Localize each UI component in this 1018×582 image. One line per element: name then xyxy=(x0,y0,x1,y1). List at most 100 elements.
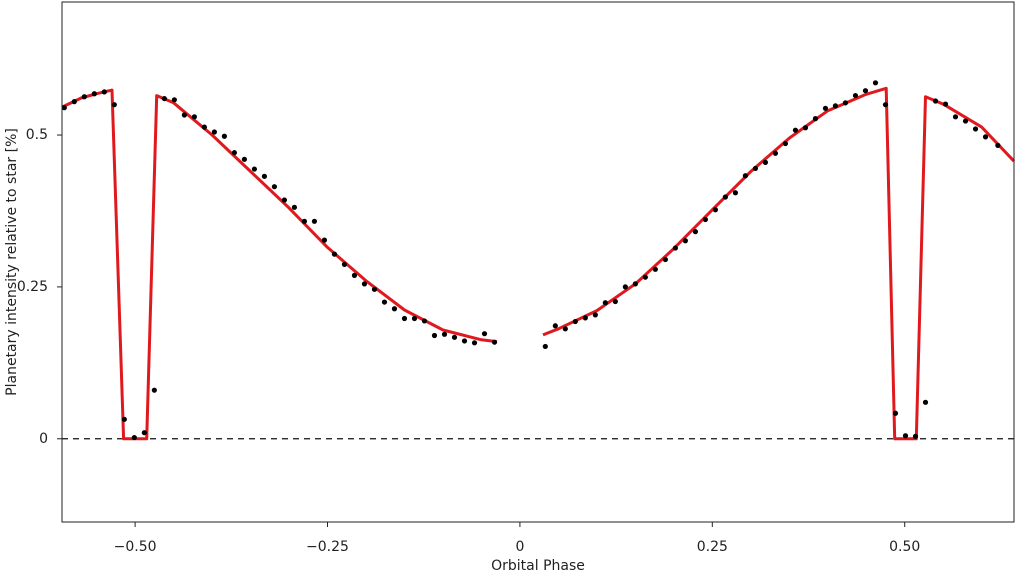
binned-point xyxy=(995,142,1001,148)
binned-point xyxy=(181,112,187,118)
binned-point xyxy=(682,238,688,244)
binned-point xyxy=(191,114,197,120)
binned-point xyxy=(782,140,789,147)
binned-point xyxy=(201,124,207,130)
binned-point xyxy=(211,129,217,135)
binned-point xyxy=(552,323,558,329)
binned-point xyxy=(892,410,899,416)
binned-point xyxy=(131,434,137,441)
binned-point xyxy=(61,105,67,111)
binned-point xyxy=(361,281,368,287)
binned-point xyxy=(401,315,408,322)
binned-point xyxy=(852,92,859,99)
binned-point xyxy=(712,207,718,213)
y-axis-title: Planetary intensity relative to star [%] xyxy=(4,128,20,396)
binned-point xyxy=(161,95,167,102)
binned-point xyxy=(932,98,939,104)
binned-point xyxy=(491,339,498,345)
binned-point xyxy=(672,245,678,251)
binned-point xyxy=(141,430,147,436)
binned-point xyxy=(391,306,398,312)
binned-point xyxy=(421,318,428,324)
binned-point xyxy=(802,125,809,131)
binned-point xyxy=(411,315,418,322)
binned-point xyxy=(542,343,548,350)
plot-frame xyxy=(61,1,1015,523)
binned-point xyxy=(321,237,328,243)
x-axis-title: Orbital Phase xyxy=(491,558,585,574)
binned-point xyxy=(962,118,969,124)
binned-point xyxy=(572,318,578,325)
binned-point xyxy=(301,218,308,224)
binned-point xyxy=(331,251,338,257)
binned-point xyxy=(642,274,648,280)
binned-point xyxy=(912,433,919,439)
binned-point xyxy=(221,133,227,139)
binned-point xyxy=(952,114,959,120)
binned-point xyxy=(722,194,728,200)
binned-point xyxy=(842,100,849,106)
binned-point xyxy=(922,399,929,405)
binned-point xyxy=(231,150,237,156)
binned-point xyxy=(261,173,268,179)
binned-point xyxy=(812,116,819,122)
binned-point xyxy=(121,416,127,422)
binned-point xyxy=(562,326,568,332)
binned-point xyxy=(732,190,739,196)
binned-point xyxy=(972,126,979,132)
binned-point xyxy=(91,91,97,97)
binned-point xyxy=(822,105,829,111)
binned-point xyxy=(692,229,698,235)
binned-point xyxy=(151,387,157,393)
x-tick-label: −0.25 xyxy=(306,539,349,555)
x-tick-label: 0.50 xyxy=(889,539,920,555)
binned-point xyxy=(882,102,889,108)
binned-point xyxy=(652,266,658,272)
binned-point xyxy=(762,159,769,165)
binned-point xyxy=(662,256,668,263)
binned-point xyxy=(241,156,247,162)
binned-point xyxy=(832,103,839,109)
binned-point xyxy=(461,338,468,344)
binned-point xyxy=(351,272,358,278)
binned-point xyxy=(101,89,107,95)
y-tick-label: 0.25 xyxy=(17,279,48,295)
binned-point xyxy=(862,88,869,94)
binned-point xyxy=(982,134,989,140)
binned-point xyxy=(81,94,87,100)
binned-point xyxy=(582,315,588,321)
binned-point xyxy=(792,127,799,133)
binned-point xyxy=(71,99,77,105)
binned-point xyxy=(942,101,949,107)
binned-point xyxy=(251,166,258,172)
binned-point xyxy=(902,433,909,439)
y-tick-label: 0.5 xyxy=(26,127,48,143)
binned-point xyxy=(592,312,598,318)
y-tick-label: 0 xyxy=(39,431,48,447)
binned-point xyxy=(752,165,759,172)
model-line xyxy=(61,86,1016,441)
binned-point xyxy=(281,197,288,203)
binned-point xyxy=(622,284,628,290)
binned-point xyxy=(451,334,458,340)
binned-point xyxy=(171,97,177,103)
binned-point xyxy=(431,332,438,339)
x-tick-label: 0 xyxy=(515,539,524,555)
x-tick-label: −0.50 xyxy=(114,539,157,555)
binned-point xyxy=(742,173,749,179)
binned-point xyxy=(371,286,378,292)
binned-point xyxy=(291,204,298,210)
binned-point xyxy=(632,281,638,287)
binned-point xyxy=(441,331,448,337)
binned-point xyxy=(341,261,348,268)
binned-point xyxy=(381,299,388,305)
binned-point xyxy=(772,150,779,156)
x-tick-label: 0.25 xyxy=(697,539,728,555)
binned-point xyxy=(311,218,318,224)
binned-point xyxy=(602,300,608,306)
binned-point xyxy=(702,216,708,223)
binned-point xyxy=(471,340,478,346)
binned-point xyxy=(481,331,488,337)
binned-point xyxy=(612,298,618,305)
